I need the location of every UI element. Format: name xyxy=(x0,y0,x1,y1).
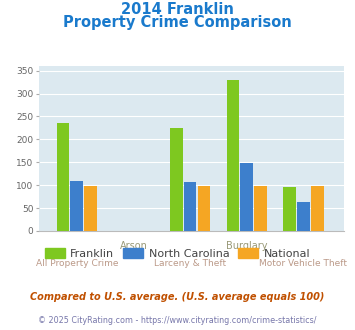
Text: Larceny & Theft: Larceny & Theft xyxy=(154,259,226,268)
Text: All Property Crime: All Property Crime xyxy=(36,259,118,268)
Text: 2014 Franklin: 2014 Franklin xyxy=(121,2,234,16)
Bar xyxy=(56,123,69,231)
Bar xyxy=(84,185,97,231)
Text: Property Crime Comparison: Property Crime Comparison xyxy=(63,15,292,30)
Text: Motor Vehicle Theft: Motor Vehicle Theft xyxy=(260,259,348,268)
Bar xyxy=(184,182,197,231)
Text: © 2025 CityRating.com - https://www.cityrating.com/crime-statistics/: © 2025 CityRating.com - https://www.city… xyxy=(38,316,317,325)
Text: Arson: Arson xyxy=(120,241,147,251)
Text: Burglary: Burglary xyxy=(226,241,268,251)
Bar xyxy=(240,163,253,231)
Text: Compared to U.S. average. (U.S. average equals 100): Compared to U.S. average. (U.S. average … xyxy=(30,292,325,302)
Bar xyxy=(283,187,296,231)
Bar xyxy=(226,80,239,231)
Bar xyxy=(170,128,183,231)
Bar xyxy=(297,202,310,231)
Legend: Franklin, North Carolina, National: Franklin, North Carolina, National xyxy=(40,244,315,263)
Bar xyxy=(70,181,83,231)
Bar xyxy=(198,185,211,231)
Bar xyxy=(311,185,324,231)
Bar xyxy=(254,185,267,231)
